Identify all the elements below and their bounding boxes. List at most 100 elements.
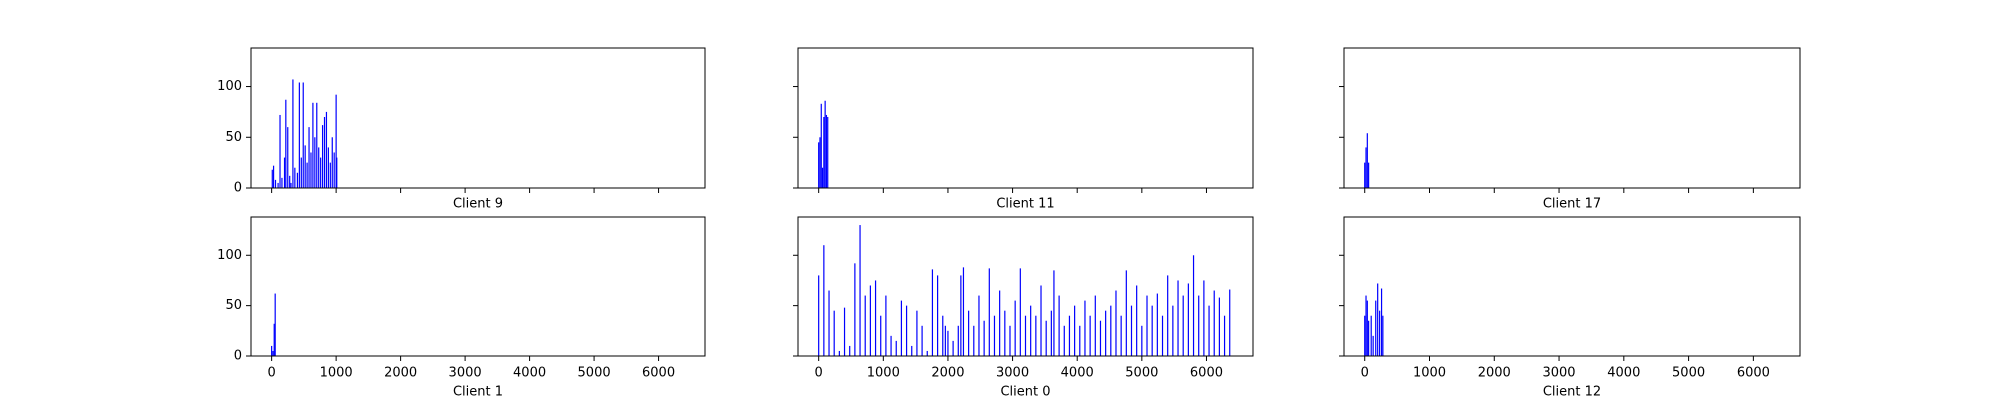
- bar: [316, 102, 318, 188]
- bar: [825, 114, 828, 188]
- bar: [859, 225, 861, 356]
- bar: [1074, 305, 1076, 356]
- bar: [926, 350, 928, 356]
- x-tick-label: 4000: [1607, 366, 1640, 381]
- axes-frame: [1343, 47, 1801, 189]
- bar: [318, 147, 320, 188]
- bar: [272, 350, 274, 356]
- bar: [1089, 315, 1091, 356]
- axes-frame: [250, 216, 706, 357]
- bar: [1364, 162, 1366, 188]
- bar: [1377, 283, 1379, 356]
- bar: [973, 325, 975, 356]
- x-tick-label: 5000: [1672, 366, 1705, 381]
- subplot: 0 50 100 Client 9: [217, 47, 706, 212]
- bar: [1030, 305, 1032, 356]
- bar: [1063, 325, 1065, 356]
- bar: [1208, 305, 1210, 356]
- y-tick-label: 50: [225, 130, 242, 145]
- x-tick-label: 3000: [1542, 366, 1575, 381]
- bar: [1372, 335, 1374, 356]
- bar: [1366, 300, 1368, 356]
- bar: [1019, 268, 1021, 356]
- bar: [827, 116, 829, 188]
- bar: [1024, 315, 1027, 356]
- bar: [895, 340, 897, 356]
- axes-frame: [797, 216, 1254, 357]
- x-tick-label: 6000: [642, 366, 675, 381]
- bar: [1365, 147, 1367, 188]
- bar: [843, 307, 846, 356]
- axes-frame: [797, 47, 1254, 189]
- bar: [988, 268, 990, 356]
- bar: [1379, 310, 1381, 356]
- bar: [869, 285, 871, 356]
- bar: [304, 145, 306, 188]
- bar: [306, 162, 308, 188]
- bar: [323, 116, 326, 188]
- bar: [1218, 297, 1220, 356]
- x-tick-label: 2000: [931, 366, 964, 381]
- bar: [285, 99, 287, 188]
- y-tick-label: 100: [217, 79, 242, 94]
- bar: [1172, 305, 1174, 356]
- bar: [1068, 315, 1071, 356]
- bar: [271, 169, 273, 188]
- bar: [327, 147, 329, 188]
- subplot: 0 1000 2000 3000 4000 5000 6000 Client 12: [1339, 216, 1801, 400]
- bar: [978, 295, 980, 356]
- x-axis-label: Client 9: [453, 197, 503, 212]
- bar: [272, 165, 275, 188]
- bar: [1182, 295, 1184, 356]
- bar: [900, 300, 903, 356]
- bar: [1223, 315, 1226, 356]
- x-axis-label: Client 12: [1543, 385, 1601, 400]
- bar: [1014, 300, 1016, 356]
- bar: [321, 125, 324, 188]
- bar: [1177, 280, 1179, 356]
- bar: [1382, 315, 1384, 356]
- x-axis-label: Client 17: [1543, 197, 1601, 212]
- bar: [854, 263, 856, 356]
- bar: [823, 116, 825, 188]
- x-tick-label: 5000: [578, 366, 611, 381]
- x-tick-label: 2000: [1478, 366, 1511, 381]
- bar: [1058, 295, 1060, 356]
- bar: [833, 310, 835, 356]
- bar: [849, 345, 851, 356]
- bar: [302, 82, 304, 188]
- x-tick-label: 6000: [1190, 366, 1223, 381]
- bar: [274, 179, 277, 188]
- x-axis-label: Client 1: [453, 385, 503, 400]
- bar: [823, 245, 825, 356]
- bar: [1094, 295, 1096, 356]
- bar: [1136, 285, 1138, 356]
- bar: [1009, 325, 1011, 356]
- axes-frame: [1343, 216, 1801, 357]
- bar: [880, 315, 882, 356]
- x-tick-label: 6000: [1737, 366, 1770, 381]
- bar: [838, 350, 840, 356]
- bar: [944, 325, 946, 356]
- axes-frame: [250, 47, 706, 189]
- x-tick-label: 2000: [384, 366, 417, 381]
- subplot: Client 17: [1339, 47, 1801, 212]
- subplot: 0 1000 2000 3000 4000 5000 6000 0 50 100 Client 1: [217, 216, 706, 400]
- bar: [325, 111, 328, 188]
- bar: [905, 305, 908, 356]
- bar: [1161, 315, 1164, 356]
- bar: [1110, 305, 1112, 356]
- bar: [962, 267, 965, 356]
- bar: [277, 182, 279, 188]
- bar: [274, 293, 276, 356]
- bar: [1368, 162, 1370, 188]
- bar: [820, 103, 822, 188]
- x-tick-label: 3000: [996, 366, 1029, 381]
- subplot: Client 11: [793, 47, 1254, 212]
- x-tick-label: 1000: [320, 366, 353, 381]
- bar: [1125, 270, 1127, 356]
- bar: [952, 340, 954, 356]
- bar: [957, 325, 959, 356]
- bar: [1079, 325, 1081, 356]
- bar: [298, 82, 300, 188]
